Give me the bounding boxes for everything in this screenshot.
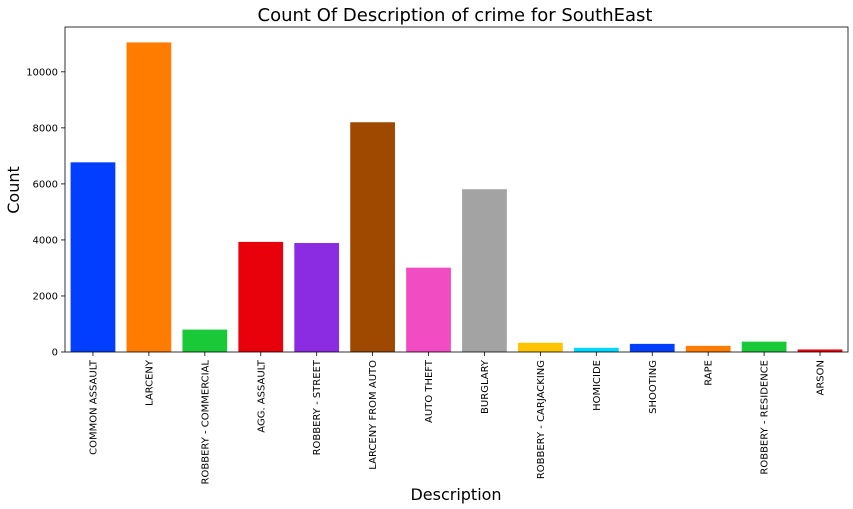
bar-robbery-residence <box>741 341 787 352</box>
plot-frame <box>64 26 849 353</box>
x-tick-label: LARCENY <box>144 359 155 406</box>
x-tick-label: ROBBERY - COMMERCIAL <box>200 360 211 485</box>
x-tick-label: ROBBERY - STREET <box>312 359 323 455</box>
bar-shooting <box>629 343 675 352</box>
x-tick-label: AGG. ASSAULT <box>256 359 267 433</box>
x-tick-label: RAPE <box>704 360 715 386</box>
y-axis-title: Count <box>4 166 23 214</box>
bar-agg-assault <box>238 241 284 352</box>
y-tick-label: 4000 <box>33 235 58 246</box>
x-tick-label: ROBBERY - RESIDENCE <box>760 360 771 475</box>
bar-larceny-from-auto <box>350 122 395 352</box>
chart-title: Count Of Description of crime for SouthE… <box>258 5 653 26</box>
bar-larceny <box>126 42 172 352</box>
x-axis-ticks: COMMON ASSAULT LARCENY ROBBERY - COMMERCIA… <box>88 352 827 485</box>
y-tick-label: 6000 <box>33 179 58 190</box>
y-tick-label: 8000 <box>33 123 58 134</box>
bar-robbery-carjacking <box>518 342 563 352</box>
y-tick-label: 0 <box>52 348 58 359</box>
x-tick-label: HOMICIDE <box>592 360 603 411</box>
bar-rape <box>685 345 731 352</box>
bar-burglary <box>462 189 507 352</box>
bar-common-assault <box>70 162 116 352</box>
x-tick-label: ROBBERY - CARJACKING <box>536 360 547 479</box>
x-tick-label: COMMON ASSAULT <box>88 359 99 455</box>
bar-robbery-street <box>294 243 340 352</box>
bars-group <box>70 42 843 352</box>
y-tick-label: 2000 <box>33 291 58 302</box>
x-tick-label: AUTO THEFT <box>424 359 435 423</box>
y-axis-ticks: 0 2000 4000 6000 8000 10000 <box>26 67 65 359</box>
x-tick-label: LARCENY FROM AUTO <box>368 360 379 470</box>
x-tick-label: ARSON <box>816 360 827 396</box>
x-tick-label: SHOOTING <box>648 360 659 414</box>
bar-homicide <box>573 347 619 352</box>
bar-arson <box>797 349 843 352</box>
bar-auto-theft <box>406 267 451 352</box>
y-tick-label: 10000 <box>26 67 58 78</box>
bar-robbery-commercial <box>182 329 228 352</box>
x-tick-label: BURGLARY <box>480 359 491 414</box>
x-axis-title: Description <box>410 485 501 504</box>
